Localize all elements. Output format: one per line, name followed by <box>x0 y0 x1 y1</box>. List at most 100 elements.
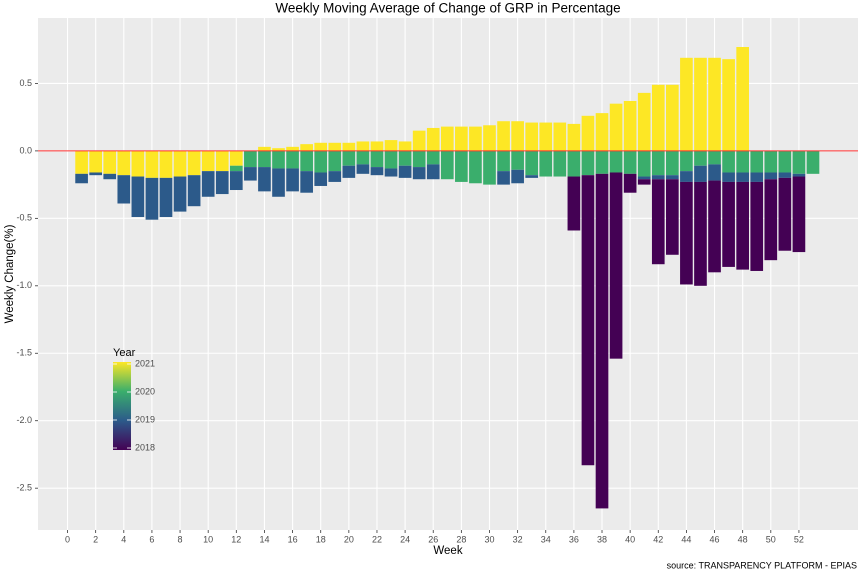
bar <box>173 150 187 177</box>
bar <box>215 150 229 172</box>
bar <box>525 150 539 176</box>
bar <box>75 173 88 184</box>
x-tick-label: 16 <box>288 534 298 544</box>
legend-label: 2021 <box>135 358 155 368</box>
bar <box>455 126 468 151</box>
bar <box>314 142 328 151</box>
bar <box>89 150 102 173</box>
bar <box>328 150 342 172</box>
x-tick-label: 24 <box>400 534 410 544</box>
y-tick-label: 0.0 <box>19 145 32 155</box>
bar <box>229 171 243 191</box>
bar <box>623 173 637 193</box>
bar <box>722 59 735 151</box>
y-axis-title: Weekly Change(%) <box>4 224 16 323</box>
x-tick-label: 4 <box>121 534 126 544</box>
bar <box>356 150 370 165</box>
bar <box>258 167 271 192</box>
bar <box>708 180 721 273</box>
bar <box>680 181 693 285</box>
bar <box>539 150 553 177</box>
caption: source: TRANSPARENCY PLATFORM - EPIAS <box>667 560 857 570</box>
bar <box>342 150 356 166</box>
bar <box>356 141 370 151</box>
bar <box>778 172 792 178</box>
x-tick-label: 14 <box>259 534 269 544</box>
legend-colorbar <box>113 362 131 450</box>
x-tick-label: 20 <box>344 534 354 544</box>
bar <box>314 172 328 186</box>
bar <box>736 47 749 151</box>
bar <box>694 57 707 151</box>
bar <box>497 121 510 151</box>
bar <box>778 150 792 173</box>
bar <box>736 172 749 182</box>
bar <box>511 150 524 170</box>
bar <box>215 171 229 195</box>
y-tick-label: -0.5 <box>16 213 32 223</box>
bar <box>581 115 595 151</box>
bar <box>651 84 665 151</box>
bar <box>764 150 778 173</box>
bar <box>525 122 539 151</box>
bar <box>694 165 707 182</box>
bar <box>666 84 679 151</box>
bar <box>370 150 384 168</box>
bar <box>412 150 426 168</box>
bar <box>694 181 707 286</box>
bar <box>187 150 201 176</box>
bar <box>609 150 623 173</box>
bar <box>539 122 553 151</box>
bar <box>300 144 313 151</box>
bar <box>201 150 215 172</box>
bar <box>595 150 609 174</box>
x-tick-label: 30 <box>484 534 494 544</box>
bar <box>750 181 764 271</box>
bar <box>314 150 328 173</box>
bar <box>272 148 285 151</box>
bar <box>384 140 398 151</box>
bar <box>187 175 201 207</box>
bar <box>412 130 426 151</box>
bar <box>511 121 524 151</box>
bar <box>440 126 454 151</box>
bar <box>567 123 581 151</box>
bar <box>595 173 609 509</box>
x-tick-label: 38 <box>597 534 607 544</box>
bar <box>328 171 342 182</box>
bar <box>145 150 159 178</box>
bar <box>384 150 398 169</box>
bar <box>342 142 356 151</box>
y-tick-label: 0.5 <box>19 78 32 88</box>
bar <box>764 179 778 261</box>
chart-title: Weekly Moving Average of Change of GRP i… <box>275 1 620 16</box>
y-tick-label: -2.5 <box>16 483 32 493</box>
bar <box>398 150 412 166</box>
x-tick-label: 0 <box>65 534 70 544</box>
bar <box>398 165 412 178</box>
bar <box>567 176 581 231</box>
x-tick-label: 22 <box>372 534 382 544</box>
legend-label: 2019 <box>135 414 155 424</box>
bar <box>469 150 482 184</box>
bar <box>426 127 440 151</box>
bar <box>680 57 693 151</box>
bar <box>173 176 187 212</box>
bar <box>680 150 693 172</box>
bar <box>159 150 173 178</box>
bar <box>201 171 215 197</box>
bar <box>750 150 764 173</box>
bar <box>511 169 524 184</box>
bar <box>736 181 749 270</box>
bar <box>229 150 243 166</box>
bar <box>426 150 440 165</box>
bar <box>258 146 271 151</box>
bar <box>356 164 370 174</box>
bar <box>117 150 131 176</box>
bar <box>286 150 299 169</box>
bar <box>666 175 679 180</box>
bar <box>778 177 792 251</box>
bar <box>708 150 721 165</box>
bar <box>272 150 285 169</box>
